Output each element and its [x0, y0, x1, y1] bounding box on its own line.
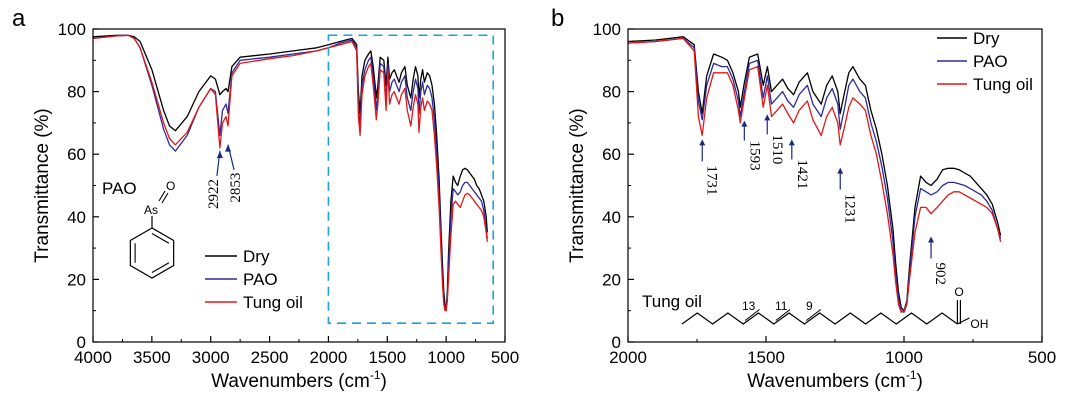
annotation-label: 1231 — [841, 194, 857, 224]
annotation-label: 2922 — [206, 179, 222, 209]
y-tick-label: 40 — [67, 208, 86, 227]
x-axis-label-end: ) — [381, 371, 387, 392]
peak-annotation: 1510 — [764, 114, 785, 164]
legend-entry: PAO — [243, 270, 278, 289]
molecule-name: Tung oil — [642, 292, 702, 311]
x-tick-label: 1500 — [368, 348, 406, 367]
molecule-name: PAO — [102, 179, 137, 198]
y-tick-label: 60 — [67, 145, 86, 164]
series-pao-line — [628, 37, 1002, 313]
series-dry-line — [628, 36, 1002, 312]
annotation-arrow-head — [837, 167, 844, 174]
y-axis-label: Transmittance (%) — [567, 108, 588, 263]
panel-label: a — [12, 5, 26, 32]
x-tick-label: 4000 — [74, 348, 112, 367]
annotation-arrow-head — [788, 139, 795, 146]
x-tick-label: 2000 — [609, 348, 647, 367]
legend-entry: PAO — [973, 52, 1008, 71]
annotation-arrow-head — [928, 236, 935, 243]
as-o-bond — [161, 192, 169, 204]
y-tick-label: 0 — [77, 333, 86, 352]
peak-annotation: 1421 — [788, 139, 810, 189]
peak-annotation: 2922 — [206, 150, 223, 209]
legend-entry: Dry — [243, 247, 270, 266]
peak-annotation: 1731 — [699, 139, 719, 195]
y-tick-label: 80 — [602, 83, 621, 102]
x-axis-label-sup: -1 — [370, 368, 381, 382]
x-tick-label: 1000 — [427, 348, 465, 367]
x-axis-label-sup: -1 — [906, 368, 917, 382]
ring-double-bond — [151, 262, 170, 273]
atom-label: O — [954, 285, 963, 299]
y-tick-label: 60 — [602, 145, 621, 164]
peak-annotation: 1593 — [741, 120, 762, 171]
as-o-bond — [158, 190, 166, 202]
chain-double-bond — [806, 309, 822, 321]
carbon-number: 9 — [806, 299, 813, 313]
atom-label: As — [144, 203, 158, 217]
carbon-number: 13 — [742, 299, 756, 313]
x-axis-label-main: Wavenumbers (cm — [747, 371, 906, 392]
x-tick-label: 3500 — [133, 348, 171, 367]
peak-annotation: 1231 — [837, 167, 857, 224]
peak-annotation: 902 — [928, 236, 948, 285]
y-tick-label: 20 — [602, 270, 621, 289]
annotation-label: 2853 — [228, 173, 244, 203]
series-tung-oil-line — [93, 34, 488, 312]
annotation-arrow-head — [699, 139, 706, 146]
y-axis-label: Transmittance (%) — [32, 108, 53, 263]
annotation-label: 1421 — [794, 159, 810, 189]
ring-double-bond — [151, 233, 170, 244]
x-axis-label-main: Wavenumbers (cm — [211, 371, 370, 392]
x-tick-label: 3000 — [192, 348, 230, 367]
x-tick-label: 500 — [1028, 348, 1056, 367]
y-tick-label: 100 — [593, 20, 621, 39]
y-tick-label: 40 — [602, 208, 621, 227]
series-tung-oil-line — [628, 37, 1002, 313]
atom-label: OH — [970, 317, 988, 331]
panel-label: b — [551, 5, 564, 32]
carbon-number: 11 — [775, 299, 788, 313]
atom-label: O — [166, 179, 175, 193]
series-group — [628, 36, 1002, 313]
series-dry-line — [93, 34, 488, 312]
y-tick-label: 20 — [67, 270, 86, 289]
benzene-ring — [129, 227, 175, 279]
legend-entry: Tung oil — [243, 293, 303, 312]
annotation-arrow-head — [225, 144, 232, 152]
y-tick-label: 0 — [612, 333, 621, 352]
x-axis-label: Wavenumbers (cm-1) — [747, 368, 923, 392]
acid-bond — [957, 317, 970, 325]
series-pao-line — [93, 34, 488, 312]
legend-entry: Tung oil — [973, 75, 1033, 94]
legend-entry: Dry — [973, 29, 1000, 48]
chain-double-bond — [775, 309, 791, 321]
peak-annotation: 2853 — [225, 144, 244, 203]
chain-double-bond — [744, 309, 760, 321]
x-axis-label-end: ) — [917, 371, 923, 392]
fatty-chain — [681, 312, 958, 325]
zoom-region-box — [327, 34, 495, 325]
x-tick-label: 2000 — [310, 348, 348, 367]
annotation-label: 1510 — [769, 134, 785, 164]
x-tick-label: 1000 — [885, 348, 923, 367]
x-tick-label: 2500 — [251, 348, 289, 367]
y-tick-label: 80 — [67, 83, 86, 102]
molecule-inset: PAO As O — [102, 179, 175, 279]
annotation-arrow-head — [741, 120, 748, 127]
annotation-arrow-head — [764, 114, 771, 121]
annotation-label: 902 — [932, 262, 948, 285]
annotation-arrow-head — [216, 150, 223, 158]
panel-a: 4000 3500 3000 2500 2000 1500 1000 500 0 20 40 60 80… — [12, 5, 519, 392]
molecule-inset: Tung oil O OH 13 11 9 — [642, 285, 988, 331]
x-tick-label: 1500 — [747, 348, 785, 367]
series-group — [93, 34, 488, 312]
y-tick-label: 100 — [58, 20, 86, 39]
annotation-label: 1593 — [746, 141, 762, 171]
panel-b: 2000 1500 1000 500 0 20 40 60 80 100 Wavenumbers (… — [551, 5, 1056, 392]
x-axis-label: Wavenumbers (cm-1) — [211, 368, 387, 392]
x-tick-label: 500 — [491, 348, 519, 367]
annotation-label: 1731 — [703, 165, 719, 195]
